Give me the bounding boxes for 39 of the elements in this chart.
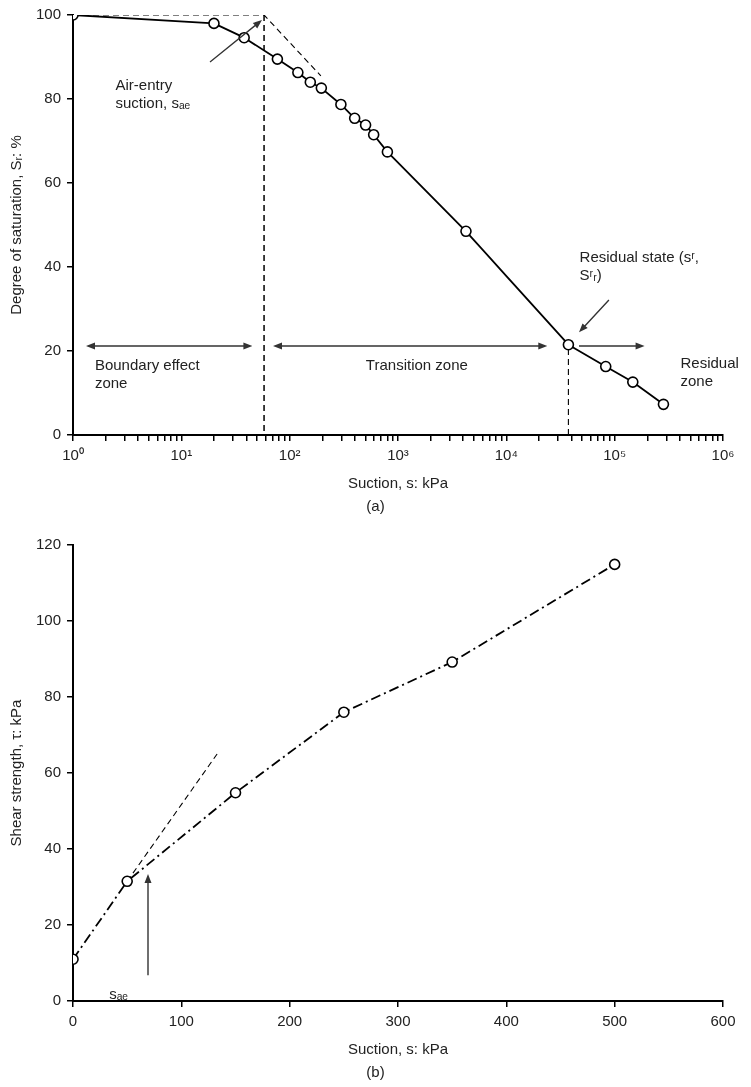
y-tick-label: 40 xyxy=(44,257,62,275)
y-tick-label: 60 xyxy=(44,763,62,781)
x-tick-label: 10³ xyxy=(387,446,409,464)
y-tick-label: 0 xyxy=(52,425,62,443)
y-tick-label: 20 xyxy=(44,915,62,933)
y-tick-label: 40 xyxy=(44,839,62,857)
x-axis-title: Suction, s: kPa xyxy=(347,1040,449,1058)
annotation: Transition zone xyxy=(365,356,468,375)
x-tick-label: 10⁶ xyxy=(711,446,735,464)
x-tick-label: 300 xyxy=(385,1012,411,1030)
x-tick-label: 200 xyxy=(277,1012,303,1030)
y-tick-label: 100 xyxy=(36,5,62,23)
x-tick-label: 10¹ xyxy=(170,446,193,464)
annotation: Residual zone xyxy=(680,354,740,390)
annotation: Residual state (sʳ, Sʳᵣ) xyxy=(579,247,701,284)
x-tick-label: 10² xyxy=(278,446,301,464)
annotation: Air-entry suction, sₐₑ xyxy=(115,75,192,112)
x-tick-label: 100 xyxy=(168,1012,194,1030)
y-tick-label: 60 xyxy=(44,173,62,191)
y-axis-title: Shear strength, τ: kPa xyxy=(7,698,25,847)
annotation: Boundary effect zone xyxy=(94,356,201,393)
y-tick-label: 80 xyxy=(44,687,62,705)
x-tick-label: 10⁵ xyxy=(603,446,627,464)
y-tick-label: 20 xyxy=(44,341,62,359)
y-tick-label: 100 xyxy=(36,611,62,629)
y-tick-label: 80 xyxy=(44,89,62,107)
x-tick-label: 10⁰ xyxy=(62,446,84,464)
x-tick-label: 600 xyxy=(710,1012,736,1030)
x-tick-label: 10⁴ xyxy=(494,446,518,464)
y-tick-label: 0 xyxy=(52,991,62,1009)
x-tick-label: 0 xyxy=(68,1012,78,1030)
y-tick-label: 120 xyxy=(36,535,62,553)
y-axis-title: Degree of saturation, Sᵣ: % xyxy=(7,135,25,315)
x-axis-title: Suction, s: kPa xyxy=(347,474,449,492)
x-tick-label: 400 xyxy=(493,1012,519,1030)
text: (a) xyxy=(365,497,386,515)
annotation: sₐₑ xyxy=(109,985,128,1004)
x-tick-label: 500 xyxy=(602,1012,628,1030)
text: (b) xyxy=(365,1063,386,1081)
